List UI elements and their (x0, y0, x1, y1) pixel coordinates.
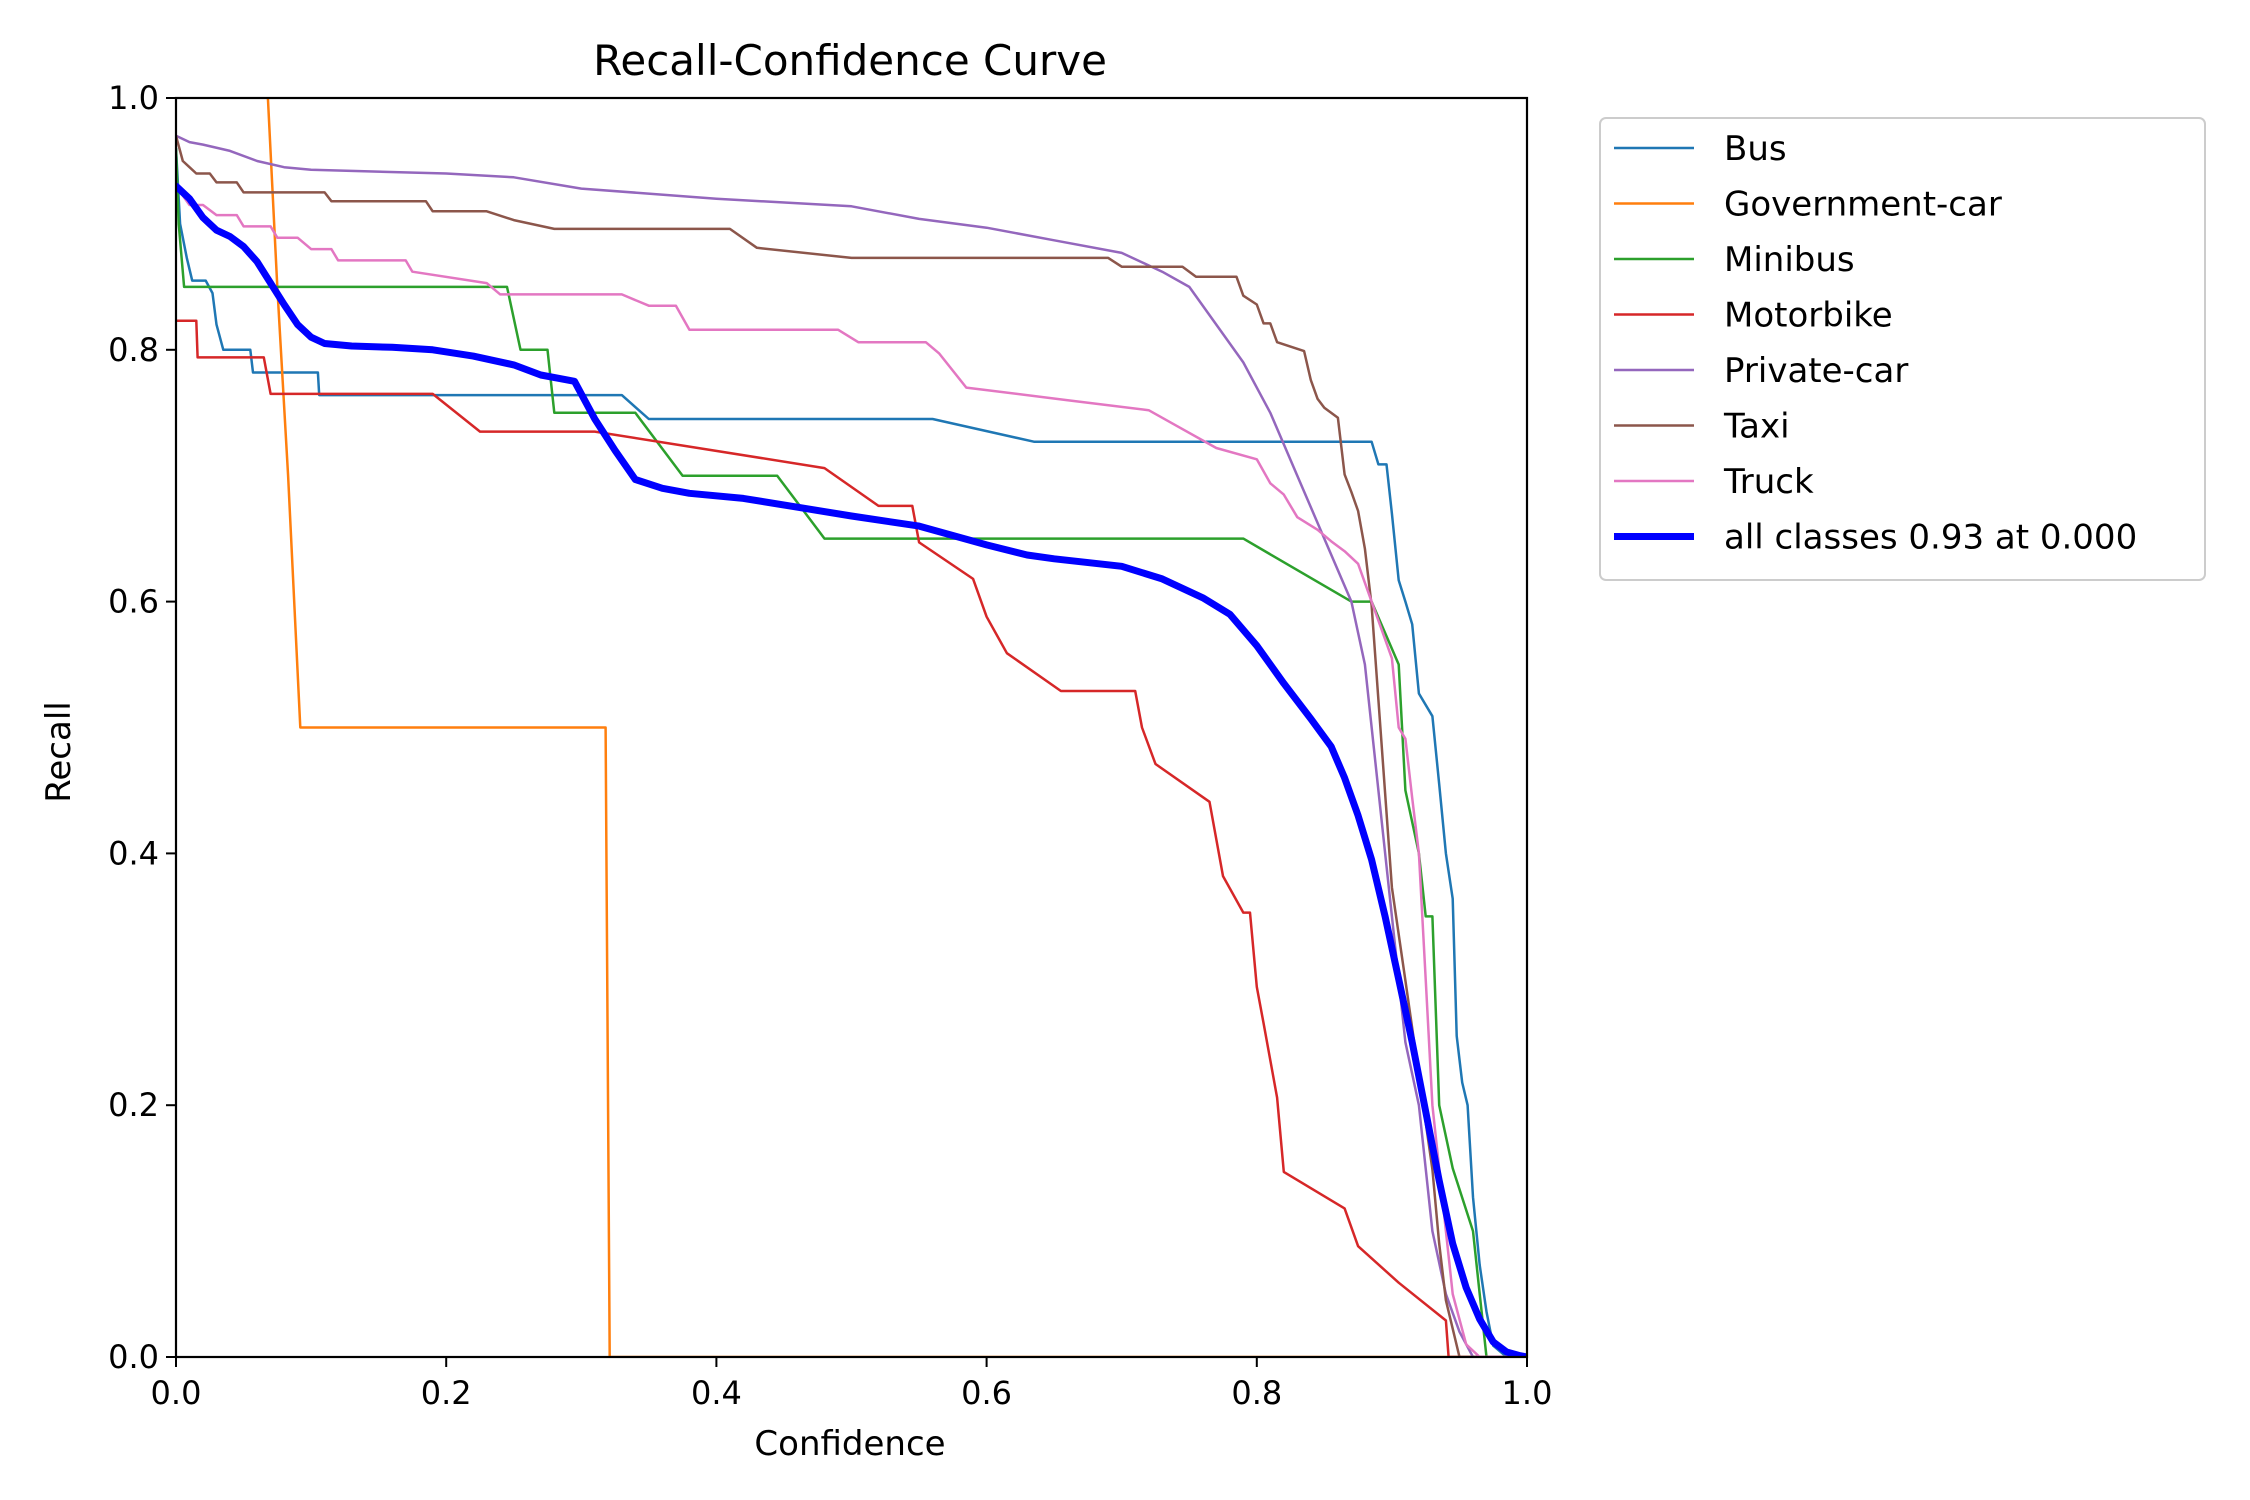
x-tick-label: 0.4 (691, 1374, 742, 1412)
legend-entry: Taxi (1723, 407, 1790, 447)
x-tick-label: 0.6 (961, 1374, 1012, 1412)
y-tick-label: 0.0 (108, 1338, 159, 1376)
plot-frame (174, 96, 1529, 1359)
series-line-private-car (176, 134, 1527, 1357)
legend-entry: Bus (1724, 129, 1787, 169)
x-tick-label: 0.0 (151, 1374, 202, 1412)
y-tick-label: 0.2 (108, 1086, 159, 1124)
legend-entry: Government-car (1724, 185, 2002, 225)
series-line-motorbike (176, 319, 1527, 1357)
legend: Bus Government-car Minibus Motorbike Private… (1599, 117, 2206, 581)
legend-box (1599, 117, 2206, 581)
y-axis: 0.0 0.2 0.4 0.6 0.8 1.0 (108, 79, 176, 1376)
series-line-truck (176, 184, 1527, 1357)
y-tick-label: 0.8 (108, 331, 159, 369)
x-tick-label: 0.2 (421, 1374, 472, 1412)
series-group (176, 98, 1527, 1357)
y-tick-label: 1.0 (108, 79, 159, 117)
y-axis-label: Recall (39, 701, 79, 802)
x-axis-label: Confidence (754, 1424, 945, 1464)
series-line-all-classes-0-93-at-0-000 (176, 182, 1527, 1357)
legend-entry: Motorbike (1724, 296, 1893, 336)
x-tick-label: 0.8 (1231, 1374, 1282, 1412)
y-tick-label: 0.4 (108, 834, 159, 872)
chart-title: Recall-Confidence Curve (593, 36, 1107, 85)
legend-entry: all classes 0.93 at 0.000 (1724, 518, 2137, 558)
x-tick-label: 1.0 (1502, 1374, 1553, 1412)
legend-entry: Truck (1723, 462, 1814, 502)
legend-entry: Private-car (1724, 351, 1908, 391)
legend-entry: Minibus (1724, 240, 1855, 280)
x-axis: 0.0 0.2 0.4 0.6 0.8 1.0 (151, 1357, 1553, 1412)
series-line-taxi (176, 134, 1527, 1357)
series-line-bus (176, 147, 1527, 1357)
y-tick-label: 0.6 (108, 583, 159, 621)
